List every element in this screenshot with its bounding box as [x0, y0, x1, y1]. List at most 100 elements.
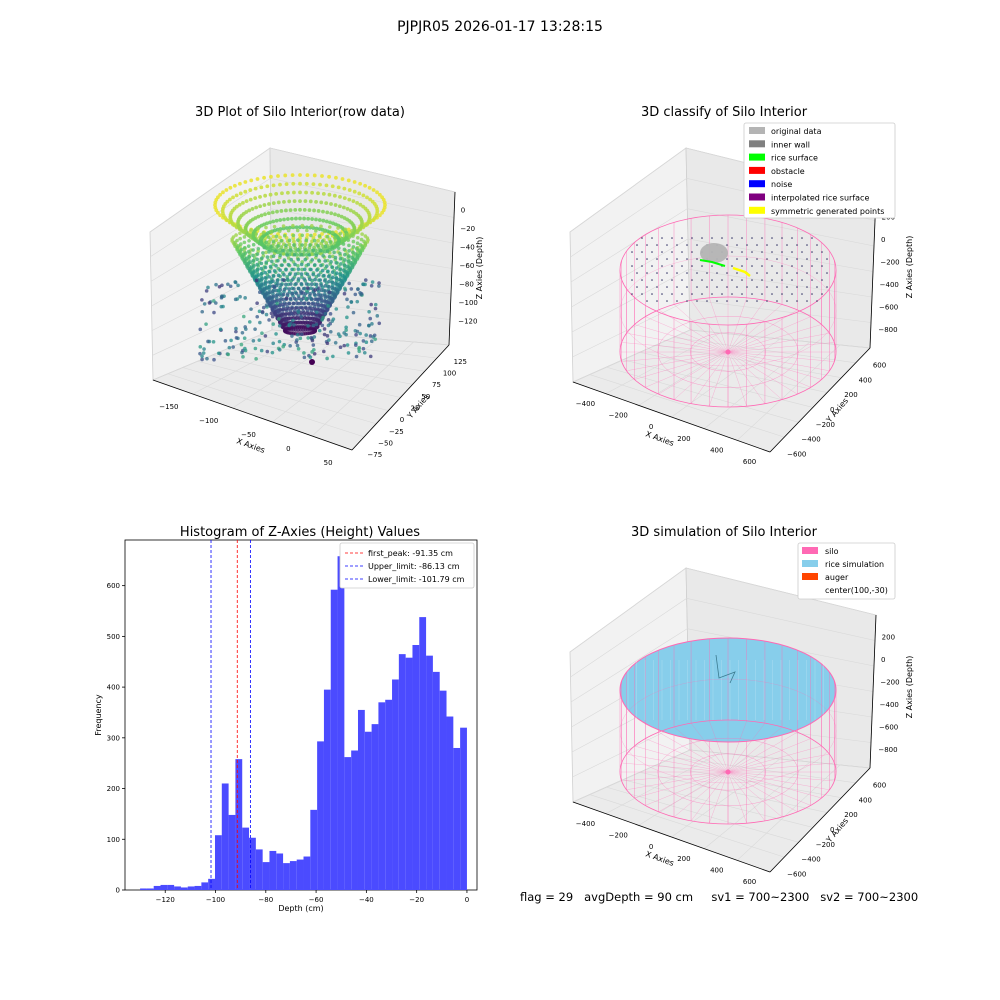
raw-point: [259, 348, 264, 353]
raw-point: [255, 177, 260, 181]
raw-point: [263, 281, 268, 285]
raw-point: [278, 182, 282, 187]
silo-wire: [621, 762, 729, 773]
raw-point: [264, 260, 269, 265]
classify-noise-point: [781, 293, 783, 295]
raw-point: [247, 208, 252, 213]
raw-point: [244, 210, 249, 214]
silo-wire: [658, 351, 729, 395]
raw-point: [272, 284, 276, 289]
raw-point: [361, 246, 365, 251]
raw-point: [198, 345, 203, 349]
raw-point: [353, 292, 358, 297]
classify-noise-point: [791, 293, 793, 295]
raw-point: [277, 323, 282, 328]
raw-point: [363, 183, 368, 188]
classify-noise-point: [766, 286, 768, 288]
sim-legend-swatch: [802, 560, 818, 567]
raw-point: [310, 338, 315, 343]
classify-noise-point: [771, 251, 773, 253]
raw-point: [320, 323, 325, 328]
classify-noise-point: [801, 265, 803, 267]
silo-wire: [727, 332, 830, 353]
classify-noise-point: [751, 237, 753, 239]
hist-bar: [255, 849, 263, 890]
raw-point: [282, 199, 286, 204]
raw-point: [370, 280, 375, 284]
silo-wire: [727, 762, 835, 773]
raw-point: [276, 273, 281, 278]
raw-point: [308, 355, 313, 360]
classify-noise-point: [681, 279, 683, 281]
raw-point: [243, 189, 248, 194]
raw-point: [322, 327, 327, 331]
raw-point: [307, 253, 311, 257]
raw-point: [363, 278, 368, 282]
grid-line: [150, 208, 454, 282]
raw-point: [338, 251, 342, 256]
raw-point: [349, 287, 354, 291]
raw-point: [292, 286, 296, 291]
classify-noise-point: [716, 272, 718, 274]
hist-ytick-label: 500: [107, 633, 120, 641]
raw-point: [317, 328, 322, 333]
raw-point: [314, 229, 318, 233]
raw-point: [244, 199, 249, 204]
raw-point: [259, 236, 264, 240]
raw-point: [269, 311, 274, 316]
classify-noise-point: [656, 258, 658, 260]
z-tick-label: −80: [459, 281, 474, 289]
raw-point: [300, 223, 305, 228]
raw-point: [319, 200, 324, 205]
raw-point: [256, 246, 261, 251]
raw-point: [299, 332, 304, 337]
raw-point: [271, 289, 275, 294]
grid-line: [182, 367, 377, 425]
raw-point: [347, 248, 351, 253]
raw-point: [326, 274, 331, 279]
silo-wire: [727, 771, 798, 813]
classify-noise-point: [656, 286, 658, 288]
raw-point: [314, 253, 319, 258]
classify-noise-point: [696, 258, 698, 260]
silo-wire: [727, 771, 766, 821]
raw-point: [200, 357, 204, 362]
raw-point: [377, 284, 381, 288]
silo-wire: [727, 726, 783, 773]
classify-noise-point: [806, 244, 808, 246]
raw-point: [287, 272, 292, 277]
raw-point: [243, 229, 247, 234]
classify-noise-point: [781, 237, 783, 239]
raw-point: [239, 242, 243, 246]
classify-noise-point: [761, 293, 763, 295]
raw-point: [282, 217, 286, 222]
hist-xtick-label: −80: [258, 896, 273, 904]
hist-bar: [242, 827, 250, 890]
silo-wire: [727, 351, 835, 362]
raw-point: [302, 207, 307, 212]
raw-point: [305, 311, 309, 315]
raw-point: [294, 225, 299, 230]
raw-point: [318, 248, 323, 253]
classify-noise-point: [736, 244, 738, 246]
classify-xlabel: X Axies: [644, 429, 675, 448]
raw-point: [264, 250, 268, 255]
raw-point: [312, 238, 317, 243]
raw-point: [311, 323, 316, 328]
silo-center: [725, 349, 731, 355]
raw-point: [281, 292, 286, 297]
raw-point: [377, 321, 382, 326]
raw-ticks: −150−100−50050−75−50−2502550751001250−20…: [159, 206, 478, 467]
raw-point: [346, 178, 351, 183]
classify-noise-point: [781, 251, 783, 253]
raw-point: [251, 248, 255, 252]
y-tick-label: 0: [400, 416, 404, 424]
raw-point: [261, 231, 266, 235]
raw-point: [238, 236, 242, 241]
raw-point: [255, 301, 259, 305]
y-tick-label: 400: [859, 796, 872, 804]
classify-noise-point: [811, 293, 813, 295]
grid-line: [589, 794, 785, 858]
raw-point: [257, 338, 262, 342]
classify-noise-point: [811, 251, 813, 253]
